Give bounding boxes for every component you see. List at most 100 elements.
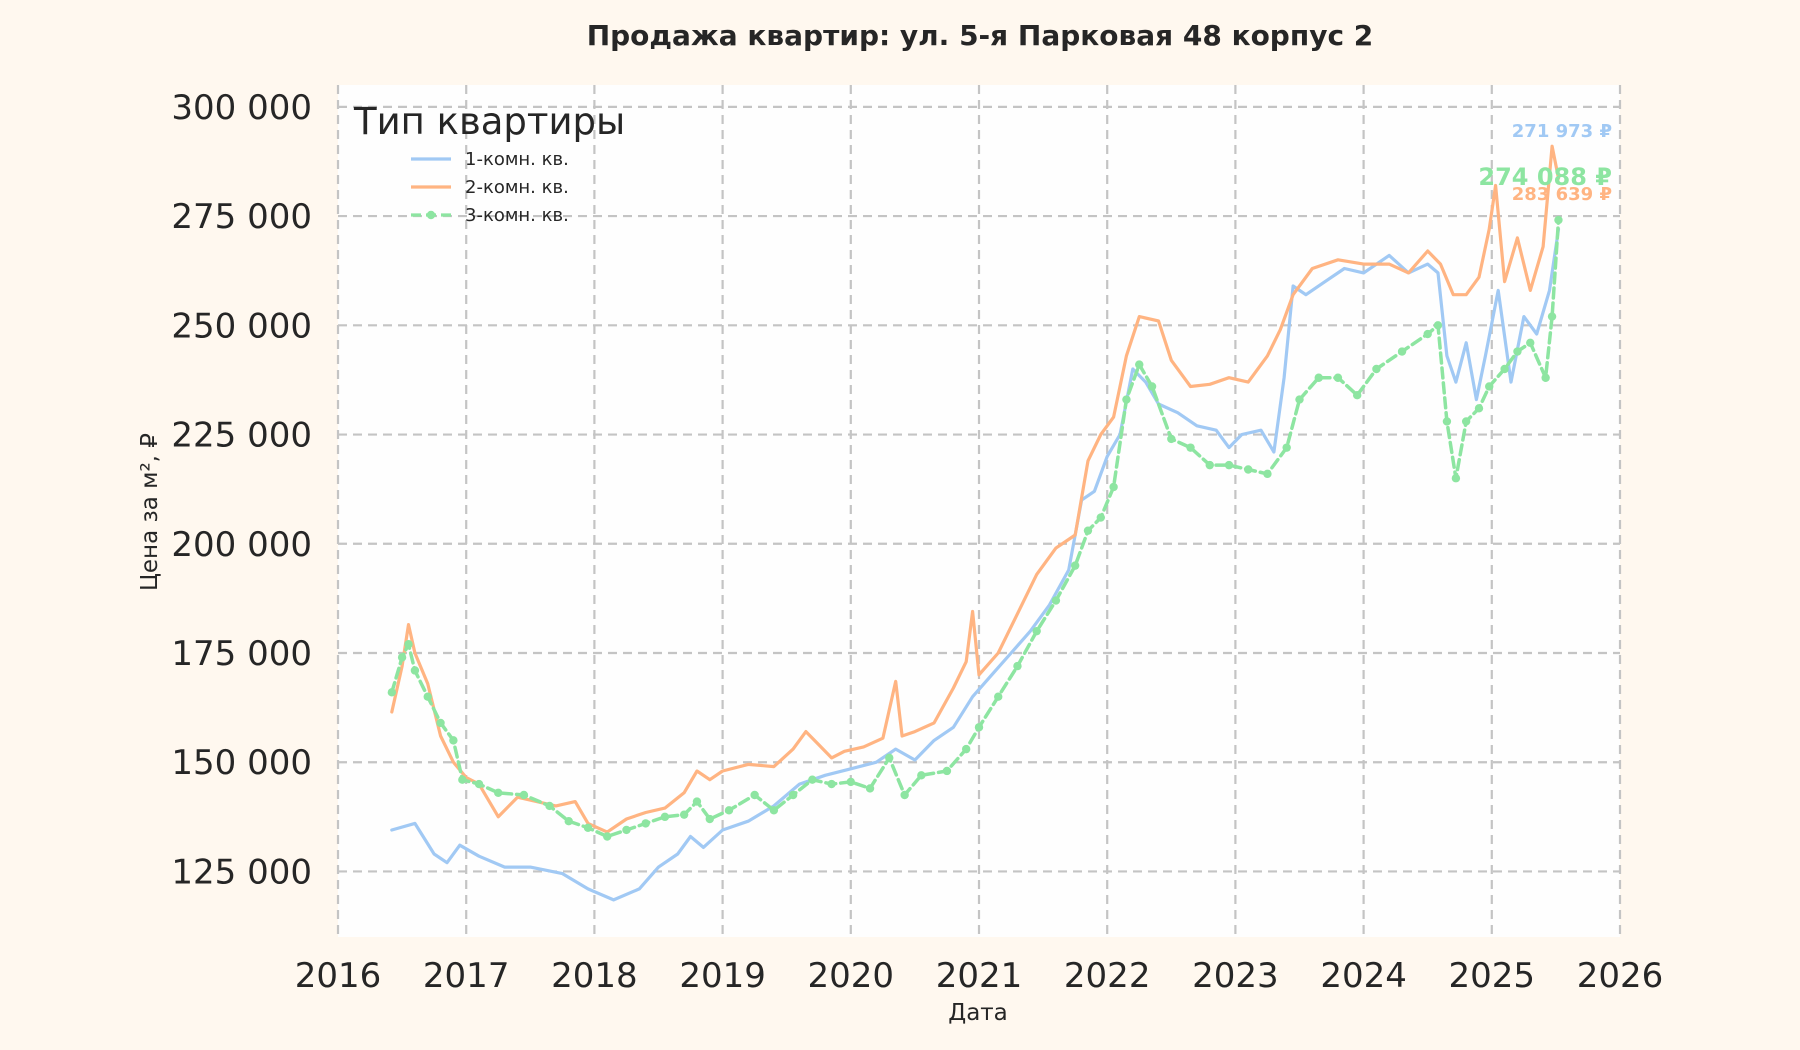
y-tick-label: 300 000 — [171, 88, 312, 128]
data-point — [1051, 596, 1061, 605]
data-point — [1547, 312, 1557, 321]
data-point — [1282, 443, 1291, 452]
y-tick-label: 200 000 — [171, 525, 312, 565]
data-point — [1013, 661, 1022, 671]
data-point — [1423, 329, 1432, 339]
data-point — [1442, 417, 1452, 426]
data-point — [1244, 465, 1253, 474]
data-point — [1433, 321, 1443, 330]
data-point — [1096, 513, 1105, 522]
data-point — [1295, 395, 1304, 404]
y-tick-label: 175 000 — [171, 634, 312, 674]
legend-label: 1-комн. кв. — [465, 149, 569, 170]
series-3 — [387, 215, 1563, 841]
grid — [336, 85, 1622, 937]
data-point — [865, 784, 875, 793]
series-2 — [390, 144, 1561, 834]
legend-label: 2-комн. кв. — [465, 177, 569, 198]
data-point — [942, 766, 952, 776]
data-point — [583, 823, 593, 832]
x-tick-label: 2018 — [551, 956, 638, 996]
data-point — [808, 775, 817, 784]
data-point — [724, 806, 734, 815]
data-point — [622, 825, 631, 835]
x-tick-label: 2021 — [936, 956, 1023, 996]
data-point — [641, 819, 650, 828]
data-point — [1554, 215, 1563, 225]
data-point — [1541, 373, 1550, 382]
data-point — [1263, 469, 1272, 479]
data-point — [545, 801, 554, 811]
data-point — [1451, 474, 1461, 483]
data-point — [1461, 417, 1471, 426]
data-point — [846, 777, 855, 787]
data-point — [1135, 360, 1144, 369]
data-point — [885, 753, 894, 763]
y-tick-label: 225 000 — [171, 416, 312, 456]
data-point — [449, 736, 458, 745]
data-point — [1070, 561, 1080, 570]
data-point — [660, 812, 670, 822]
data-point — [769, 806, 779, 815]
data-point — [961, 744, 971, 754]
data-point — [519, 790, 529, 800]
data-point — [1147, 382, 1157, 391]
x-tick-labels: 2016 2017 2018 2019 2020 2021 2022 2023 2024 2025… — [295, 956, 1664, 996]
legend-item: 3-комн. кв. — [411, 205, 569, 226]
data-point — [1083, 526, 1093, 535]
data-point — [410, 666, 420, 675]
data-point — [404, 640, 413, 649]
x-tick-label: 2016 — [295, 956, 382, 996]
data-point — [1397, 347, 1407, 356]
x-tick-label: 2022 — [1064, 956, 1151, 996]
data-point — [1122, 395, 1131, 404]
end-value-label: 283 639 ₽ — [1512, 184, 1612, 205]
x-axis-label: Дата — [948, 1000, 1008, 1026]
data-point — [788, 790, 798, 800]
x-tick-label: 2024 — [1320, 956, 1407, 996]
data-point — [1186, 443, 1195, 452]
legend-item: 1-комн. кв. — [411, 149, 569, 170]
data-point — [1526, 338, 1535, 347]
series-1 — [390, 227, 1561, 902]
data-point — [692, 797, 702, 806]
data-point — [1224, 460, 1234, 470]
x-tick-label: 2017 — [423, 956, 510, 996]
data-point — [397, 653, 407, 662]
legend-label: 3-комн. кв. — [465, 205, 569, 226]
series-line — [390, 144, 1561, 834]
data-point — [1314, 373, 1323, 382]
data-point — [1474, 404, 1484, 413]
end-labels: 271 973 ₽ 283 639 ₽274 088 ₽ — [1478, 121, 1612, 205]
data-point — [1352, 391, 1362, 400]
data-point — [750, 790, 759, 800]
data-point — [827, 779, 836, 789]
y-tick-labels: 125 000 150 000 175 000 200 000 225 000 250 0… — [171, 88, 312, 893]
data-point — [494, 788, 503, 798]
data-point — [1167, 434, 1176, 444]
data-point — [423, 692, 432, 701]
y-tick-label: 275 000 — [171, 197, 312, 237]
legend-title: Тип квартиры — [353, 100, 625, 143]
end-value-label: 271 973 ₽ — [1512, 121, 1612, 142]
chart-title: Продажа квартир: ул. 5-я Парковая 48 кор… — [587, 19, 1374, 52]
y-tick-label: 150 000 — [171, 743, 312, 783]
data-point — [1513, 347, 1522, 356]
x-tick-label: 2026 — [1577, 956, 1664, 996]
legend-items: 1-комн. кв. 2-комн. кв. 3-комн. кв. — [411, 149, 569, 226]
x-tick-label: 2025 — [1449, 956, 1536, 996]
series-line — [390, 227, 1561, 902]
data-point — [917, 771, 926, 780]
data-point — [1485, 382, 1494, 391]
data-point — [705, 814, 714, 824]
x-tick-label: 2019 — [679, 956, 766, 996]
data-point — [1333, 373, 1343, 382]
data-point — [679, 810, 689, 819]
data-point — [474, 779, 484, 789]
end-value-label: 274 088 ₽ — [1478, 163, 1612, 191]
data-point — [994, 692, 1003, 701]
data-point — [387, 688, 397, 697]
data-point — [458, 775, 467, 784]
data-point — [1500, 364, 1509, 374]
